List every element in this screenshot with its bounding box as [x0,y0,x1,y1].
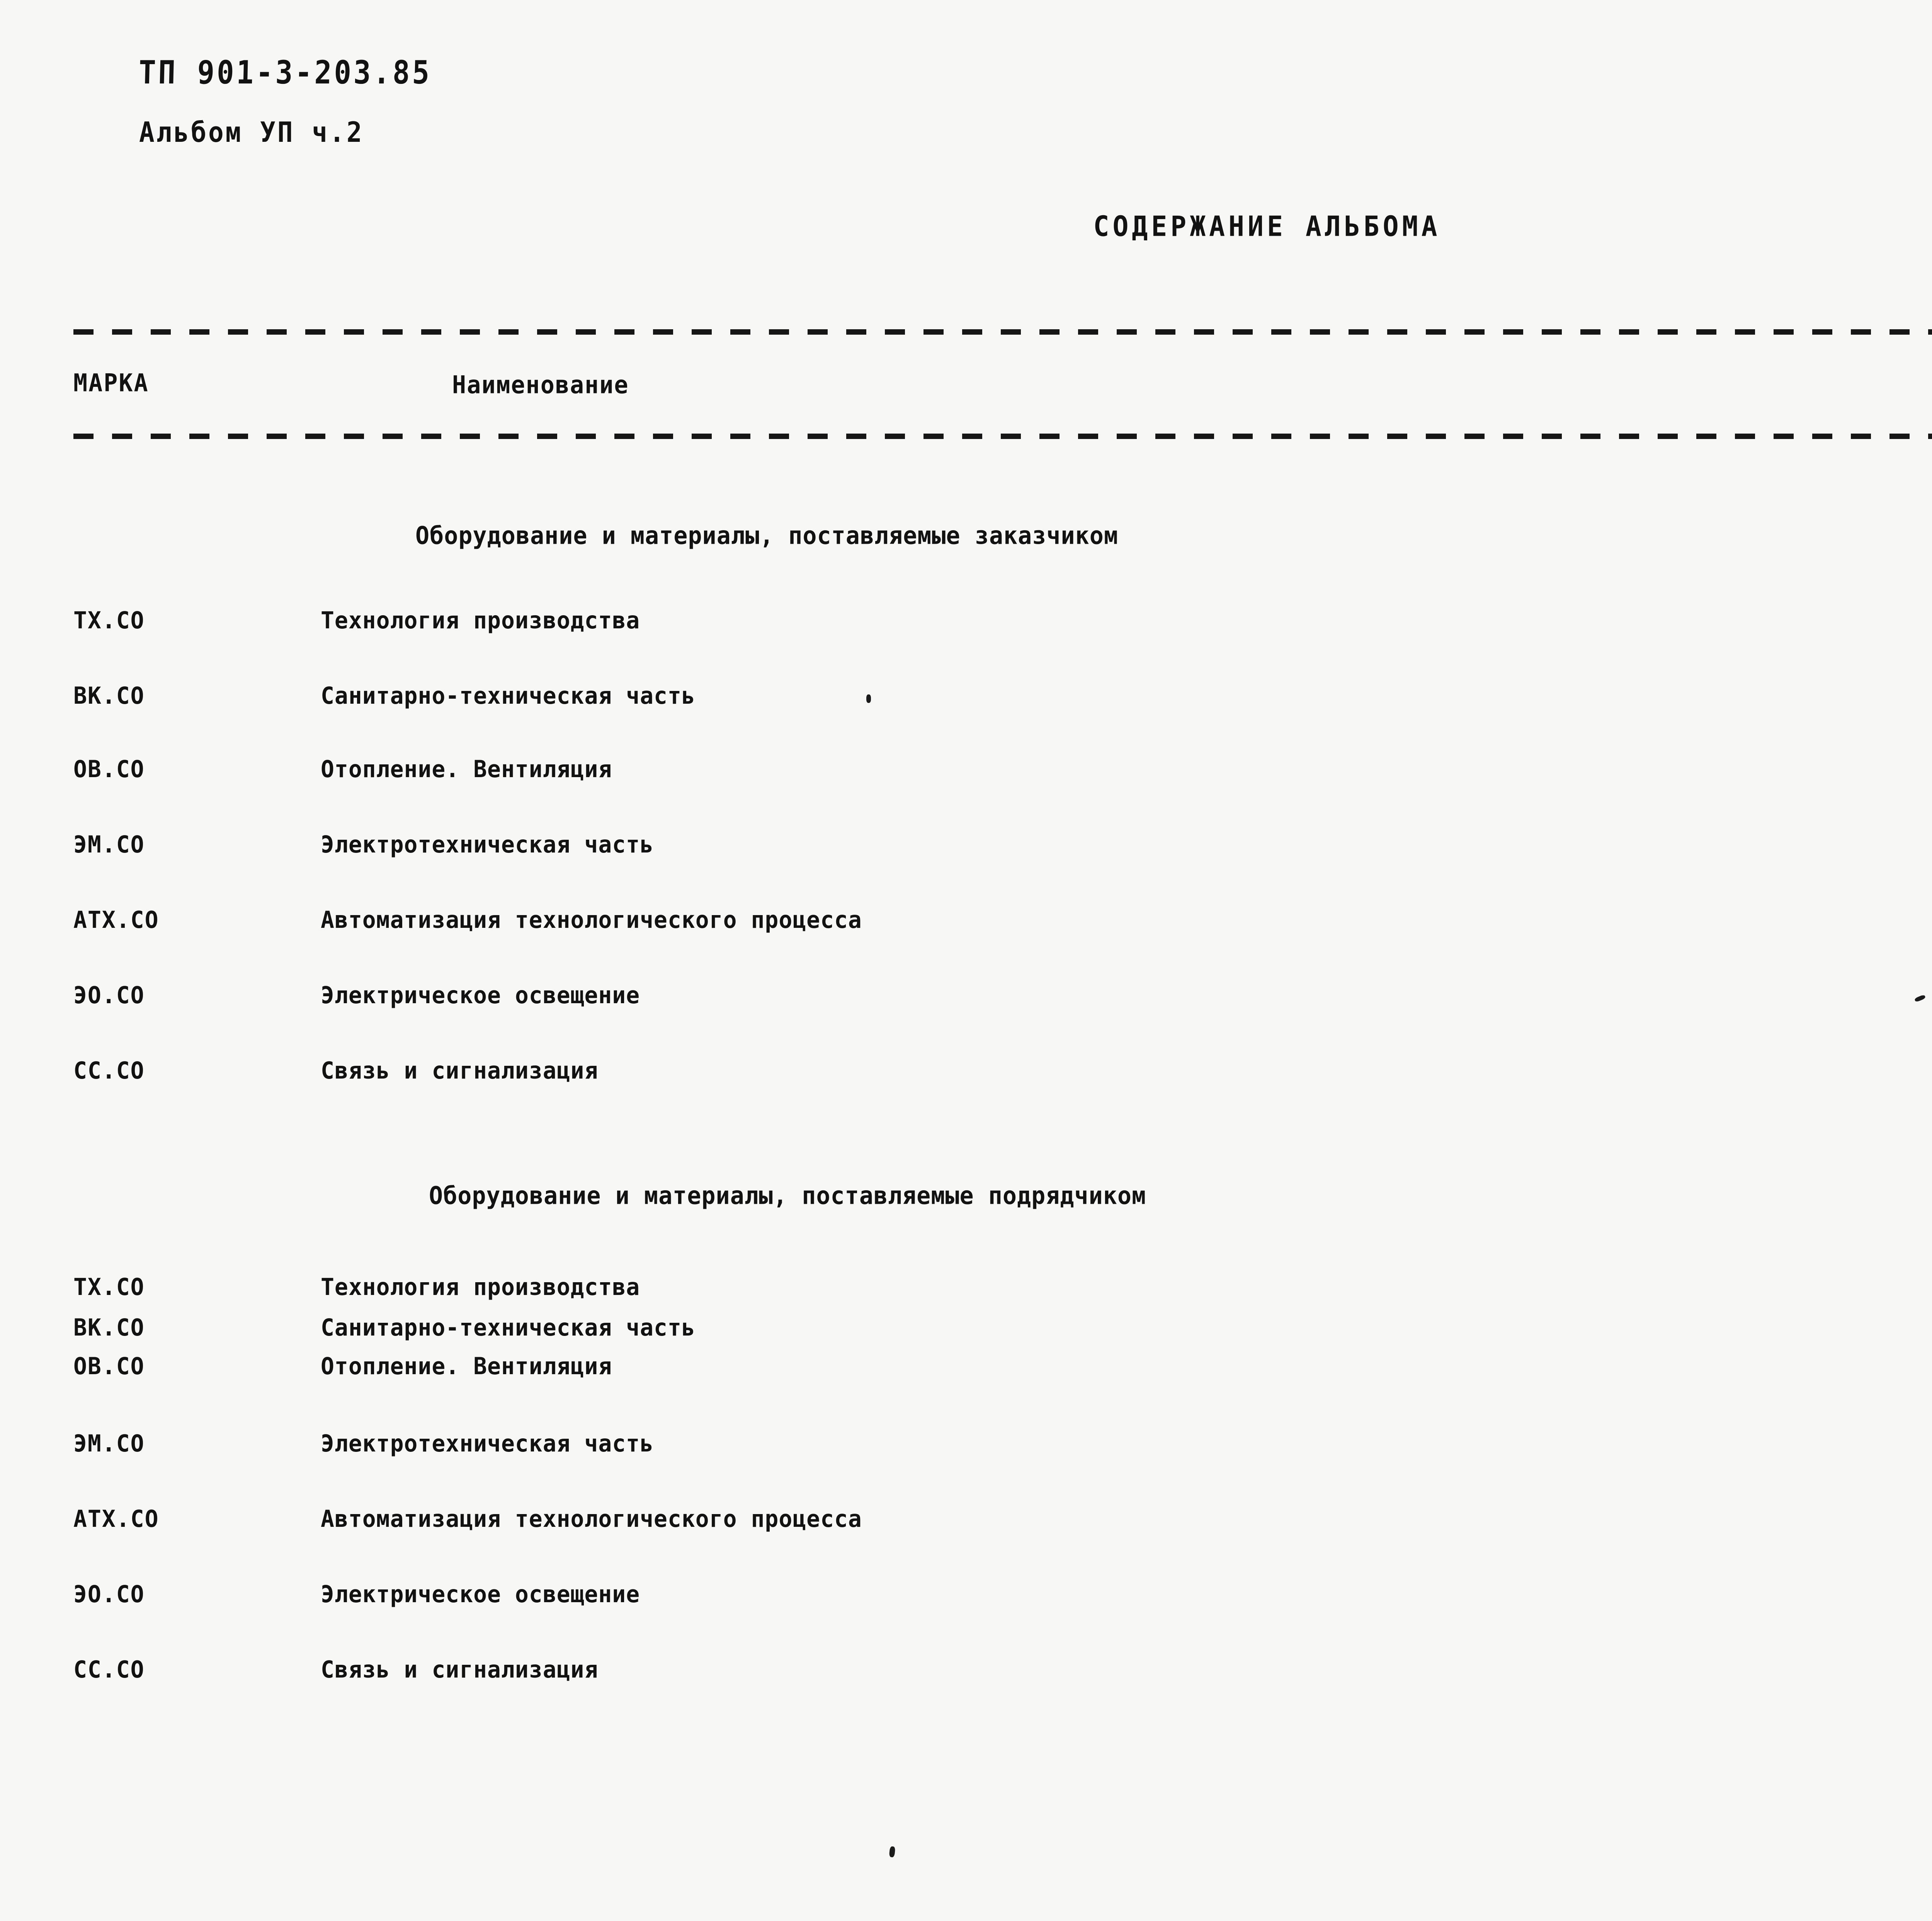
cell-name: Санитарно-техническая часть [321,682,696,710]
cell-marka: ЭМ.СО [73,1430,145,1457]
table-rule-bottom [73,434,1932,439]
cell-marka: ЭМ.СО [73,831,145,858]
cell-name: Связь и сигнализация [321,1057,599,1084]
album-designation: Альбом УП ч.2 [139,116,364,149]
cell-name: Связь и сигнализация [321,1656,599,1683]
cell-name: Электрическое освещение [321,1581,640,1608]
cell-name: Автоматизация технологического процесса [321,906,862,934]
cell-marka: ТХ.СО [73,1273,145,1301]
cell-marka: СС.СО [73,1656,145,1683]
cell-name: Санитарно-техническая часть [321,1314,696,1341]
cell-marka: ВК.СО [73,682,145,710]
cell-marka: ТХ.СО [73,607,145,634]
cell-marka: ВК.СО [73,1314,145,1341]
table-rule-top [73,329,1932,335]
cell-name: Электрическое освещение [321,982,640,1009]
cell-marka: ОВ.СО [73,1353,145,1380]
scan-speck [1914,994,1926,1002]
column-header-name: Наименование [452,371,629,400]
cell-name: Электротехническая часть [321,1430,654,1457]
cell-marka: АТХ.СО [73,906,159,934]
cell-name: Электротехническая часть [321,831,654,858]
document-code: ТП 901-3-203.85 [138,54,432,92]
section-title-customer-supplied: Оборудование и материалы, поставляемые з… [415,522,1119,550]
cell-name: Отопление. Вентиляция [321,755,612,783]
cell-marka: СС.СО [73,1057,145,1084]
cell-name: Технология производства [321,1273,640,1301]
scan-speck [866,694,871,703]
cell-marka: ОВ.СО [73,755,145,783]
page-title: СОДЕРЖАНИЕ АЛЬБОМА [1093,211,1441,243]
cell-marka: ЭО.СО [73,1581,145,1608]
cell-name: Технология производства [321,607,640,634]
cell-name: Автоматизация технологического процесса [321,1505,862,1533]
scan-speck [889,1846,896,1858]
cell-marka: АТХ.СО [73,1505,159,1533]
section-title-contractor-supplied: Оборудование и материалы, поставляемые п… [429,1182,1146,1210]
cell-name: Отопление. Вентиляция [321,1353,612,1380]
cell-marka: ЭО.СО [73,982,145,1009]
column-header-marka: МАРКА [73,369,149,398]
